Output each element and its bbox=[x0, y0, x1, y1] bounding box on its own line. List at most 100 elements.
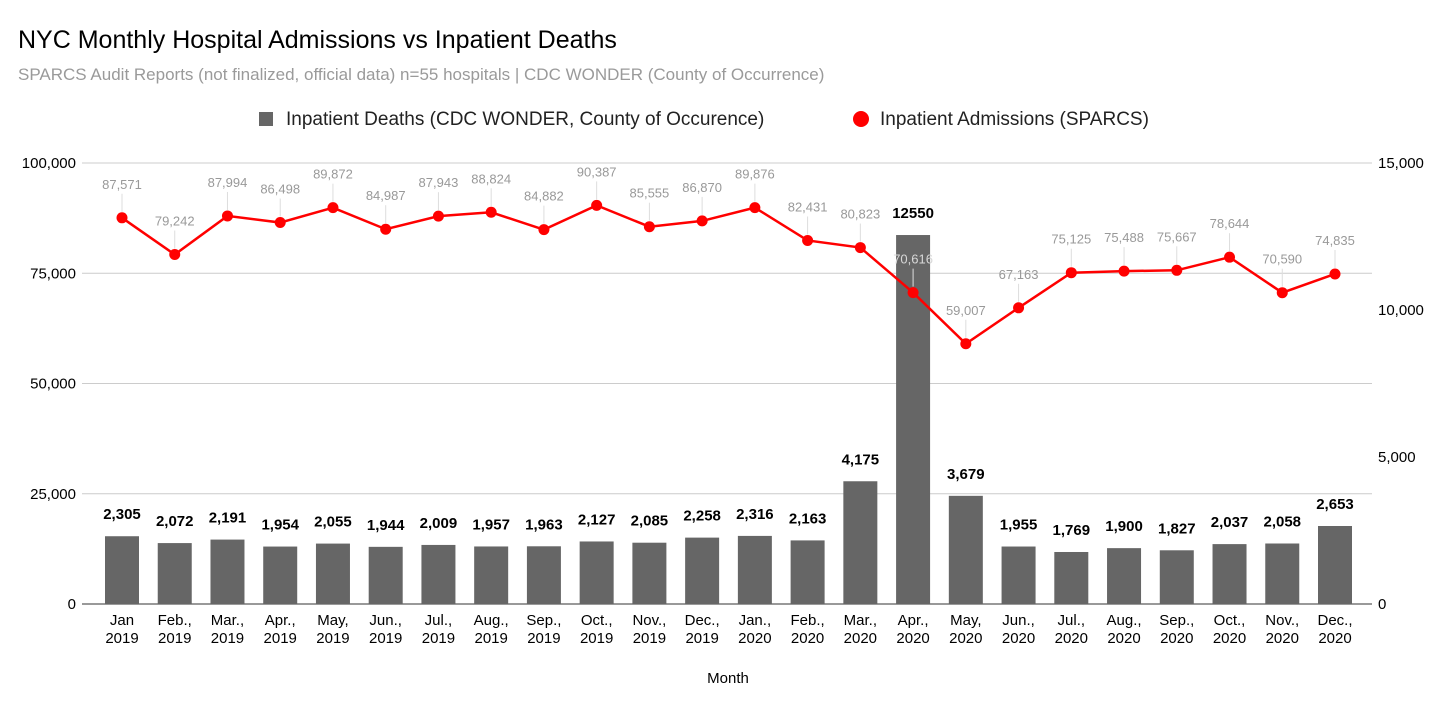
x-tick-label-month: Aug., bbox=[474, 612, 509, 629]
line-data-label: 75,667 bbox=[1157, 229, 1197, 244]
line-data-label: 85,555 bbox=[630, 186, 670, 201]
x-tick-label-year: 2020 bbox=[1055, 630, 1088, 647]
bar-data-label: 2,191 bbox=[209, 510, 247, 527]
x-tick-label-month: Feb., bbox=[791, 612, 825, 629]
line-point-inpatient-admissions bbox=[802, 234, 814, 246]
bar-inpatient-deaths bbox=[421, 544, 456, 604]
bar-inpatient-deaths bbox=[368, 546, 403, 604]
line-point-inpatient-admissions bbox=[116, 212, 128, 224]
x-tick-label-month: Oct., bbox=[581, 612, 613, 629]
bar-data-label: 2,305 bbox=[103, 506, 141, 523]
x-tick-label-year: 2019 bbox=[211, 630, 244, 647]
x-tick-label-month: Dec., bbox=[1317, 612, 1352, 629]
line-data-label: 89,876 bbox=[735, 167, 775, 182]
x-tick-label-month: Nov., bbox=[632, 612, 666, 629]
x-tick-label-month: Sep., bbox=[1159, 612, 1194, 629]
bar-inpatient-deaths bbox=[632, 542, 667, 604]
line-data-label: 70,616 bbox=[893, 252, 933, 267]
bar-data-label: 1,944 bbox=[367, 517, 405, 534]
bar-inpatient-deaths bbox=[948, 495, 983, 604]
bar-inpatient-deaths bbox=[1212, 544, 1247, 604]
x-tick-label-month: Oct., bbox=[1214, 612, 1246, 629]
chart-title: NYC Monthly Hospital Admissions vs Inpat… bbox=[18, 26, 617, 54]
line-point-inpatient-admissions bbox=[380, 223, 392, 235]
bar-data-label: 2,085 bbox=[631, 513, 669, 530]
x-tick-label-month: Jun., bbox=[1002, 612, 1035, 629]
x-axis-title: Month bbox=[707, 670, 749, 687]
bar-data-label: 2,072 bbox=[156, 513, 194, 530]
left-axis-tick-label: 50,000 bbox=[30, 376, 76, 393]
x-tick-label-month: Apr., bbox=[898, 612, 929, 629]
line-data-label: 87,571 bbox=[102, 177, 142, 192]
x-tick-label-year: 2020 bbox=[844, 630, 877, 647]
bar-data-label: 1,900 bbox=[1105, 518, 1143, 535]
bar-inpatient-deaths bbox=[790, 540, 825, 604]
bar-inpatient-deaths bbox=[526, 546, 561, 604]
line-data-label: 84,987 bbox=[366, 188, 406, 203]
bar-inpatient-deaths bbox=[210, 539, 245, 604]
right-axis-tick-label: 5,000 bbox=[1378, 449, 1416, 466]
x-tick-label-year: 2019 bbox=[105, 630, 138, 647]
bar-inpatient-deaths bbox=[1159, 550, 1194, 604]
line-data-label: 70,590 bbox=[1262, 252, 1302, 267]
bar-data-label: 3,679 bbox=[947, 466, 985, 483]
line-inpatient-admissions bbox=[121, 204, 1336, 346]
x-tick-label-year: 2019 bbox=[474, 630, 507, 647]
x-tick-label-year: 2019 bbox=[316, 630, 349, 647]
x-tick-label-year: 2020 bbox=[1002, 630, 1035, 647]
bar-inpatient-deaths bbox=[737, 535, 772, 604]
bar-data-label: 2,127 bbox=[578, 511, 616, 528]
bar-data-label: 1,827 bbox=[1158, 520, 1196, 537]
line-data-label: 80,823 bbox=[840, 207, 880, 222]
line-point-inpatient-admissions bbox=[749, 202, 761, 214]
x-tick-label-month: Sep., bbox=[526, 612, 561, 629]
bar-data-label: 2,037 bbox=[1211, 514, 1249, 531]
x-tick-label-year: 2020 bbox=[1318, 630, 1351, 647]
bar-data-label: 2,163 bbox=[789, 510, 827, 527]
x-tick-label-month: Jul., bbox=[425, 612, 453, 629]
bar-data-label: 1,963 bbox=[525, 516, 563, 533]
legend-swatch-deaths bbox=[259, 112, 273, 126]
bar-inpatient-deaths bbox=[685, 537, 720, 604]
x-tick-label-month: Aug., bbox=[1107, 612, 1142, 629]
bar-inpatient-deaths bbox=[843, 481, 878, 604]
bar-inpatient-deaths bbox=[157, 543, 192, 604]
x-tick-label-month: May, bbox=[950, 612, 981, 629]
right-axis-tick-label: 0 bbox=[1378, 596, 1386, 613]
x-tick-label-year: 2019 bbox=[158, 630, 191, 647]
bar-data-label: 2,055 bbox=[314, 514, 352, 531]
left-axis-tick-label: 75,000 bbox=[30, 265, 76, 282]
x-tick-label-year: 2020 bbox=[738, 630, 771, 647]
line-point-inpatient-admissions bbox=[1224, 251, 1236, 263]
x-tick-label-year: 2019 bbox=[369, 630, 402, 647]
line-point-inpatient-admissions bbox=[327, 202, 339, 214]
left-axis-tick-label: 0 bbox=[68, 596, 76, 613]
line-data-label: 86,498 bbox=[260, 182, 300, 197]
x-tick-label-year: 2020 bbox=[1160, 630, 1193, 647]
line-data-label: 87,994 bbox=[208, 175, 248, 190]
line-point-inpatient-admissions bbox=[538, 224, 550, 236]
line-point-inpatient-admissions bbox=[485, 206, 497, 218]
x-tick-label-year: 2019 bbox=[422, 630, 455, 647]
line-point-inpatient-admissions bbox=[1013, 302, 1025, 314]
x-tick-label-year: 2019 bbox=[264, 630, 297, 647]
x-tick-label-year: 2020 bbox=[949, 630, 982, 647]
x-tick-label-month: Jan., bbox=[739, 612, 772, 629]
x-tick-label-year: 2019 bbox=[527, 630, 560, 647]
bar-inpatient-deaths bbox=[1054, 551, 1089, 604]
legend-swatch-admissions bbox=[853, 111, 869, 127]
x-tick-label-year: 2020 bbox=[791, 630, 824, 647]
x-tick-label-year: 2019 bbox=[580, 630, 613, 647]
bar-inpatient-deaths bbox=[105, 536, 139, 604]
x-tick-label-month: Mar., bbox=[211, 612, 244, 629]
x-tick-label-month: Feb., bbox=[158, 612, 192, 629]
x-tick-label-month: Apr., bbox=[265, 612, 296, 629]
x-tick-label-month: Dec., bbox=[685, 612, 720, 629]
line-point-inpatient-admissions bbox=[169, 249, 181, 261]
line-data-label: 90,387 bbox=[577, 164, 617, 179]
bar-inpatient-deaths bbox=[1318, 526, 1352, 604]
line-data-label: 75,488 bbox=[1104, 230, 1144, 245]
line-data-label: 79,242 bbox=[155, 214, 195, 229]
x-tick-label-year: 2020 bbox=[896, 630, 929, 647]
bar-data-label: 4,175 bbox=[842, 451, 880, 468]
